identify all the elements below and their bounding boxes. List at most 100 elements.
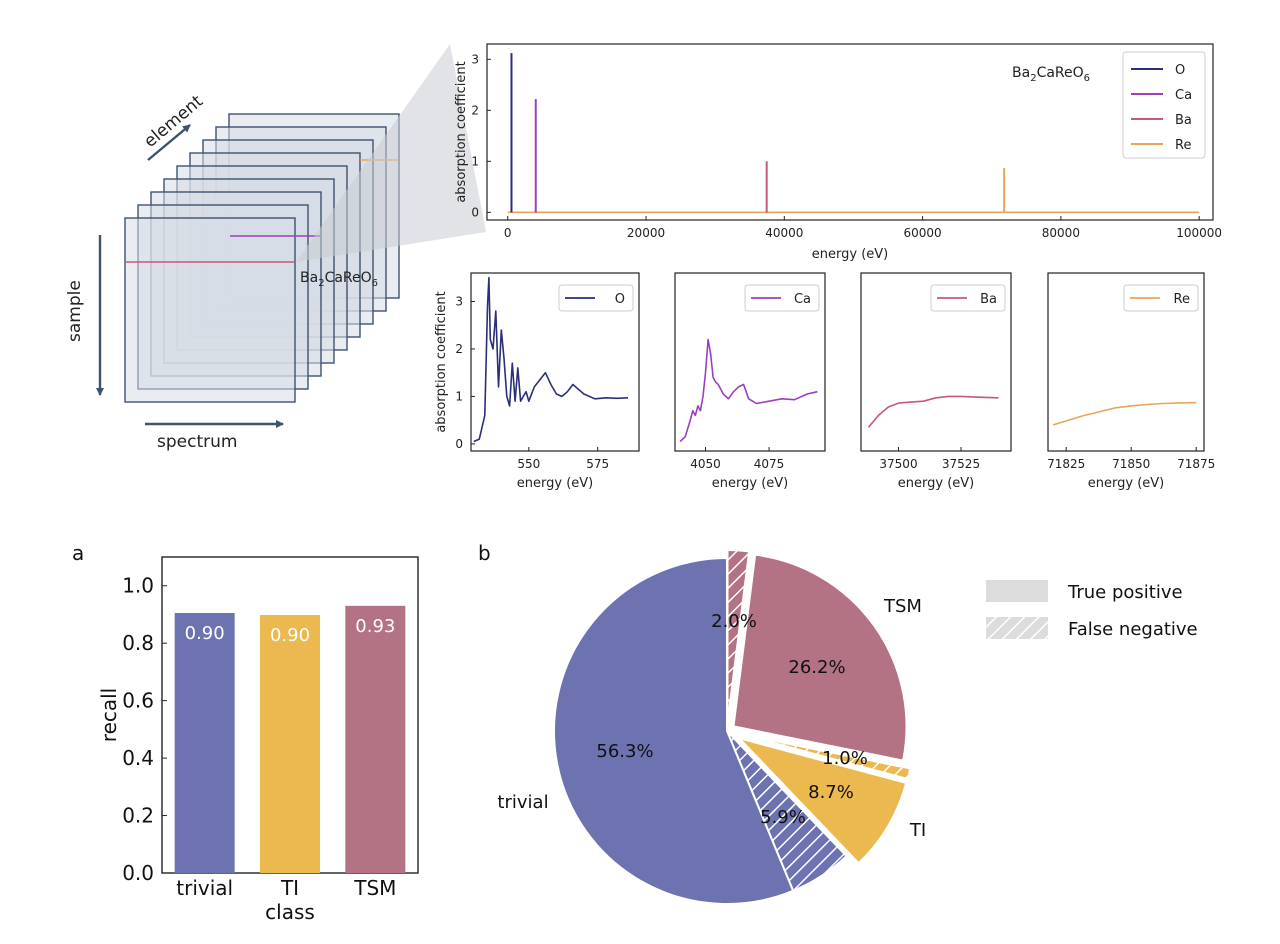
pie-slice-trivial-tp [553, 556, 795, 905]
y-tick-label: 0.2 [122, 804, 154, 828]
series-line-Re [1052, 401, 1197, 426]
edge-Ca-frame [674, 272, 826, 452]
x-tick-label: 4050 [690, 457, 721, 471]
y-tick-label: 3 [471, 52, 479, 66]
edge-legend [744, 284, 820, 312]
data-cube-schematic [124, 113, 400, 403]
pie-slice-TI-fn [740, 733, 912, 781]
cube-slice [124, 217, 296, 403]
panel-label-a: a [72, 541, 84, 565]
y-tick-label: 3 [455, 294, 463, 308]
x-tick-label: 71825 [1047, 457, 1085, 471]
legend-label-O: O [615, 292, 625, 307]
legend-swatch-true-positive [986, 580, 1048, 602]
edge-legend [1123, 284, 1199, 312]
edge-Ba-frame [860, 272, 1012, 452]
edge-chart-Ba: 37500 37525 energy (eV) Ba [860, 272, 1012, 491]
x-tick-label: TI [280, 876, 299, 900]
legend-swatch-false-negative [986, 617, 1048, 639]
bar-trivial [174, 613, 235, 873]
x-axis-label: energy (eV) [712, 476, 788, 491]
x-axis-label: energy (eV) [517, 476, 593, 491]
axis-label-spectrum: spectrum [157, 432, 237, 452]
legend-label-Ca: Ca [1175, 88, 1192, 103]
edge-legend [558, 284, 634, 312]
x-tick-label: 4075 [754, 457, 785, 471]
pie-percent-label: 5.9% [760, 807, 806, 828]
full-spectrum-title: Ba2CaReO6 [1012, 65, 1090, 84]
axis-label-element: element [140, 91, 207, 152]
x-tick-label: 37525 [942, 457, 980, 471]
bar-value-label: 0.90 [185, 623, 225, 644]
edge-legend [930, 284, 1006, 312]
y-tick-label: 0.0 [122, 861, 154, 885]
x-tick-label: 60000 [904, 226, 942, 240]
edge-chart-Re: 71825 71850 71875 energy (eV) Re [1047, 272, 1215, 491]
x-axis-label: energy (eV) [898, 476, 974, 491]
legend-label-Ba: Ba [1175, 113, 1192, 128]
y-axis-label: absorption coefficient [434, 291, 449, 432]
series-line-Ca [679, 338, 818, 443]
pie-percent-label: 1.0% [822, 748, 868, 769]
pie-percent-label: 2.0% [711, 611, 757, 632]
series-line-O [473, 276, 629, 443]
legend-label-O: O [1175, 63, 1185, 78]
y-axis-label: recall [97, 688, 121, 742]
y-tick-label: 0.8 [122, 631, 154, 655]
class-pie-chart: 2.0% 26.2% 1.0% 8.7%5.9% 56.3% TSM TI trivial [497, 549, 926, 905]
x-axis-label: energy (eV) [1088, 476, 1164, 491]
legend-label-Ba: Ba [980, 292, 997, 307]
y-axis-label: absorption coefficient [454, 61, 469, 202]
x-tick-label: 80000 [1042, 226, 1080, 240]
pie-class-label-TSM: TSM [883, 596, 922, 617]
x-tick-label: 20000 [627, 226, 665, 240]
recall-bar-chart: 0.0 0.2 0.4 0.6 0.8 1.0 recall 0.90 trivial 0.90 T… [97, 556, 419, 924]
edge-chart-O: 550 575 0 1 2 3 absorption coefficient energy (… [434, 272, 640, 491]
pie-slice-TI-tp [735, 736, 908, 865]
bar-TI [260, 615, 320, 873]
pie-slice-TSM-fn [726, 549, 751, 724]
edge-chart-Ca: 4050 4075 energy (eV) Ca [674, 272, 826, 491]
pie-percent-label: 56.3% [596, 741, 653, 762]
edge-Re-frame [1047, 272, 1205, 452]
x-tick-label: trivial [176, 876, 233, 900]
y-tick-label: 0.4 [122, 746, 154, 770]
y-tick-label: 1.0 [122, 574, 154, 598]
y-tick-label: 1 [455, 389, 463, 403]
y-tick-label: 2 [471, 103, 479, 117]
element-arrow [147, 124, 191, 161]
x-tick-label: 575 [586, 457, 609, 471]
legend-label-Ca: Ca [794, 292, 811, 307]
y-tick-label: 0 [455, 437, 463, 451]
full-spectrum-legend [1122, 51, 1206, 159]
legend-label-Re: Re [1174, 292, 1190, 307]
x-axis-label: class [265, 900, 315, 924]
legend-label-Re: Re [1175, 138, 1191, 153]
full-spectrum-frame [486, 43, 1214, 221]
x-tick-label: 0 [504, 226, 512, 240]
legend-label-true-positive: True positive [1067, 582, 1183, 603]
zoom-wedge [296, 44, 486, 262]
x-tick-label: 71875 [1177, 457, 1215, 471]
bar-value-label: 0.93 [355, 616, 395, 637]
y-tick-label: 0.6 [122, 689, 154, 713]
pie-percent-label: 8.7% [808, 782, 854, 803]
pie-class-label-TI: TI [909, 820, 926, 841]
panel-label-b: b [478, 541, 491, 565]
bar-TSM [345, 605, 406, 873]
x-tick-label: TSM [353, 876, 396, 900]
y-tick-label: 0 [471, 205, 479, 219]
x-tick-label: 37500 [879, 457, 917, 471]
x-tick-label: 550 [517, 457, 540, 471]
series-line-Ba [867, 395, 999, 428]
x-tick-label: 100000 [1176, 226, 1222, 240]
axis-label-sample: sample [65, 280, 85, 342]
edge-O-frame [470, 272, 640, 452]
legend-label-false-negative: False negative [1068, 619, 1198, 640]
pie-class-label-trivial: trivial [497, 792, 548, 813]
compound-label: Ba2CaReO6 [300, 270, 378, 289]
full-spectrum-chart: 0 20000 40000 60000 80000 100000 0 1 2 3 energy (e… [454, 43, 1222, 262]
x-tick-label: 40000 [765, 226, 803, 240]
pie-percent-label: 26.2% [788, 657, 845, 678]
